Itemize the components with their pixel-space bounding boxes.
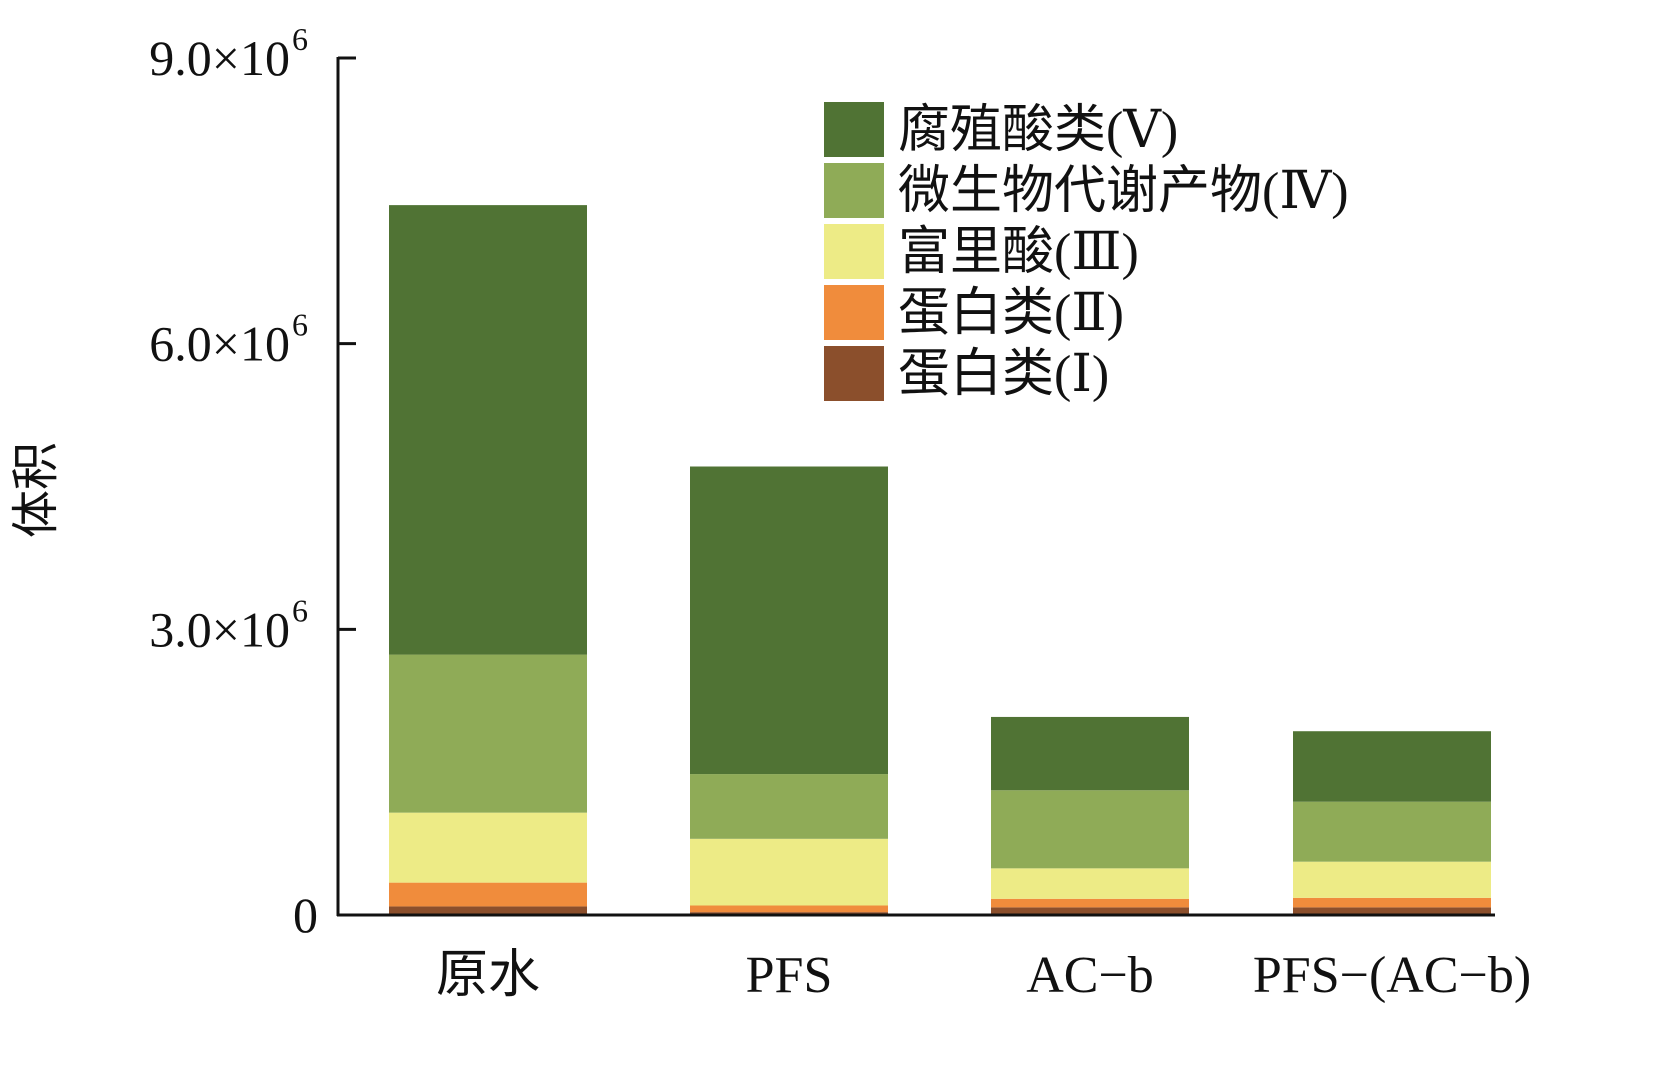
bar-segment-2-1 [389, 882, 587, 907]
y-tick-label: 9.0×10 [149, 30, 290, 86]
bar-segment-3-1 [389, 812, 587, 883]
bars-layer [389, 205, 1491, 915]
x-tick-label: PFS [746, 947, 833, 1004]
legend-swatch [824, 102, 884, 157]
x-ticks: 原水 PFS AC−b PFS−(AC−b) [436, 947, 1531, 1004]
bar-segment-3-3 [991, 868, 1189, 899]
bar-segment-2-4 [1293, 897, 1491, 908]
y-tick-exponent: 6 [292, 307, 308, 343]
y-tick-exponent: 6 [292, 21, 308, 57]
legend-swatch [824, 346, 884, 401]
bar-segment-5-1 [389, 205, 587, 655]
x-tick-label: AC−b [1026, 947, 1154, 1004]
bar-segment-5-4 [1293, 731, 1491, 802]
bar-segment-5-3 [991, 716, 1189, 791]
bar-segment-1-1 [389, 906, 587, 915]
y-tick-label: 3.0×10 [149, 601, 290, 657]
x-tick-label: PFS−(AC−b) [1253, 947, 1531, 1004]
bar-segment-1-3 [991, 907, 1189, 915]
bar-segment-2-3 [991, 898, 1189, 908]
bar-segment-2-2 [690, 905, 888, 913]
legend-label: 微生物代谢产物(Ⅳ) [898, 163, 1349, 220]
y-ticks: 03.0×10 66.0×10 69.0×10 6 [149, 21, 356, 943]
bar-segment-3-2 [690, 838, 888, 906]
bar-segment-3-4 [1293, 861, 1491, 898]
legend: 腐殖酸类(Ⅴ)微生物代谢产物(Ⅳ)富里酸(Ⅲ)蛋白类(Ⅱ)蛋白类(Ⅰ) [824, 102, 1349, 403]
bar-segment-1-4 [1293, 907, 1491, 915]
bar-segment-4-4 [1293, 801, 1491, 862]
legend-label: 蛋白类(Ⅱ) [898, 285, 1124, 342]
legend-label: 腐殖酸类(Ⅴ) [898, 102, 1178, 159]
legend-swatch [824, 285, 884, 340]
bar-segment-4-1 [389, 654, 587, 813]
legend-label: 蛋白类(Ⅰ) [898, 346, 1109, 403]
bar-segment-4-3 [991, 790, 1189, 869]
y-tick-exponent: 6 [292, 592, 308, 628]
legend-label: 富里酸(Ⅲ) [898, 224, 1139, 281]
legend-swatch [824, 224, 884, 279]
y-tick-label: 6.0×10 [149, 316, 290, 372]
y-tick-label: 0 [293, 887, 318, 943]
bar-segment-4-2 [690, 774, 888, 839]
legend-swatch [824, 163, 884, 218]
y-axis-label: 体积 [10, 442, 63, 538]
bar-segment-5-2 [690, 466, 888, 775]
x-tick-label: 原水 [436, 947, 540, 1004]
